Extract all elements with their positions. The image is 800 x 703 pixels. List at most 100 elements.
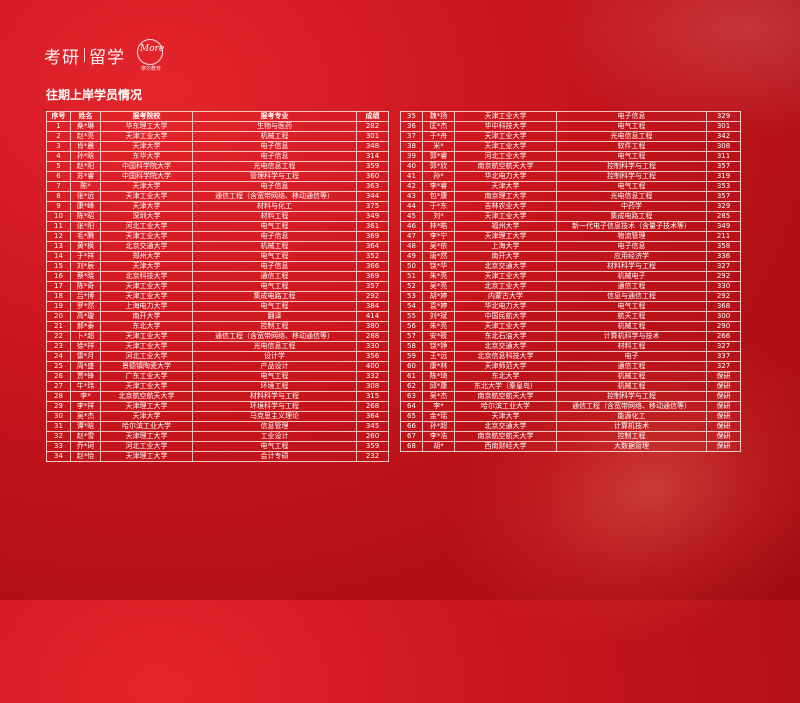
cell-major: 电气工程 (556, 181, 707, 192)
table-row: 15 刘*辰 天津大学 电子信息 366 (46, 261, 389, 272)
cell-major: 设计学 (192, 351, 357, 362)
cell-name: 李*睿 (422, 181, 455, 192)
table-row: 57 安*筱 东北石油大学 计算机科学与技术 266 (400, 331, 741, 342)
logo-mark: More (140, 44, 165, 54)
cell-index: 33 (46, 441, 71, 452)
cell-school: 天津理工大学 (100, 401, 193, 412)
cell-score: 336 (706, 251, 741, 262)
table-row: 59 王*远 北京信息科技大学 电子 337 (400, 351, 741, 362)
cell-name: 谭*晗 (70, 421, 101, 432)
cell-index: 46 (400, 221, 423, 232)
logo-circle-icon (137, 39, 163, 65)
cell-name: 郭*睿 (422, 151, 455, 162)
cell-score: 292 (706, 291, 741, 302)
cell-index: 55 (400, 311, 423, 322)
cell-school: 北京航空航天大学 (100, 391, 193, 402)
cell-name: 苏*睿 (70, 171, 101, 182)
cell-index: 27 (46, 381, 71, 392)
cell-score: 保研 (706, 391, 741, 402)
cell-name: 牛*玮 (70, 381, 101, 392)
cell-school: 南京航空航天大学 (454, 431, 557, 442)
cell-school: 天津大学 (100, 201, 193, 212)
table-row: 36 匡*杰 华中科技大学 电气工程 301 (400, 121, 741, 132)
table-row: 29 李*祥 天津理工大学 环境科学与工程 268 (46, 401, 389, 412)
cell-index: 40 (400, 161, 423, 172)
cell-score: 332 (356, 371, 389, 382)
cell-index: 34 (46, 451, 71, 462)
cell-school: 天津工业大学 (100, 131, 193, 142)
brand-text-right: 留学 (89, 47, 125, 68)
cell-school: 华北电力大学 (454, 301, 557, 312)
cell-name: 周*盛 (70, 361, 101, 372)
cell-index: 29 (46, 401, 71, 412)
cell-index: 25 (46, 361, 71, 372)
cell-score: 319 (706, 171, 741, 182)
cell-school: 东北大学 (100, 321, 193, 332)
table-row: 45 刘* 天津工业大学 集成电路工程 285 (400, 211, 741, 222)
cell-school: 北京交通大学 (454, 421, 557, 432)
cell-index: 14 (46, 251, 71, 262)
cell-name: 黄*枫 (70, 241, 101, 252)
cell-major: 马克思主义理论 (192, 411, 357, 422)
cell-score: 380 (356, 321, 389, 332)
table-row: 53 胡*婷 内蒙古大学 信息与通信工程 292 (400, 291, 741, 302)
cell-score: 292 (706, 271, 741, 282)
cell-school: 天津工业大学 (454, 131, 557, 142)
brand-header: 考研 留学 More 摩尔教育 (44, 39, 179, 72)
table-row: 67 李*浩 南京航空航天大学 控制工程 保研 (400, 431, 741, 442)
cell-score: 保研 (706, 371, 741, 382)
cell-school: 河北工业大学 (100, 351, 193, 362)
cell-index: 50 (400, 261, 423, 272)
cell-score: 308 (706, 141, 741, 152)
cell-score: 292 (356, 291, 389, 302)
cell-major: 新一代电子信息技术（含量子技术等） (556, 221, 707, 232)
table-row: 10 陈*昭 深圳大学 材料工程 349 (46, 211, 389, 222)
cell-index: 60 (400, 361, 423, 372)
cell-major: 生物与医药 (192, 121, 357, 132)
cell-score: 359 (356, 441, 389, 452)
cell-name: 徐*祥 (70, 341, 101, 352)
table-body-left: 1 桑*琳 华东理工大学 生物与医药 282 2 赵*亮 天津工业大学 机械工程 301 3 肖*晨天… (46, 121, 389, 462)
cell-major: 大数据管理 (556, 441, 707, 452)
cell-major: 通信工程（含宽带网络、移动通信等） (192, 331, 357, 342)
cell-school: 西南财经大学 (454, 441, 557, 452)
cell-name: 张*远 (70, 191, 101, 202)
cell-index: 31 (46, 421, 71, 432)
cell-score: 349 (356, 211, 389, 222)
header-major: 报考专业 (192, 111, 357, 122)
table-row: 39 郭*睿 河北工业大学 电气工程 311 (400, 151, 741, 162)
cell-index: 26 (46, 371, 71, 382)
cell-index: 24 (46, 351, 71, 362)
cell-school: 北京科技大学 (100, 271, 193, 282)
cell-school: 中国民航大学 (454, 311, 557, 322)
cell-index: 65 (400, 411, 423, 422)
cell-index: 18 (46, 291, 71, 302)
cell-score: 330 (706, 281, 741, 292)
cell-name: 桑*琳 (70, 121, 101, 132)
table-row: 28 李* 北京航空航天大学 材料科学与工程 315 (46, 391, 389, 402)
table-row: 4 孙*晗 东华大学 电子信息 314 (46, 151, 389, 162)
cell-name: 唐*然 (422, 251, 455, 262)
cell-major: 通信工程（含宽带网络、移动通信等） (556, 401, 707, 412)
cell-index: 59 (400, 351, 423, 362)
table-row: 30 吴*杰 天津大学 马克思主义理论 364 (46, 411, 389, 422)
cell-major: 电气工程 (556, 301, 707, 312)
cell-name: 肖*晨 (70, 141, 101, 152)
cell-index: 13 (46, 241, 71, 252)
cell-name: 吴*亮 (422, 281, 455, 292)
cell-index: 10 (46, 211, 71, 222)
table-row: 65 金*瑶 天津大学 能源化工 保研 (400, 411, 741, 422)
cell-index: 47 (400, 231, 423, 242)
cell-school: 上海电力大学 (100, 301, 193, 312)
cell-major: 材料科学与工程 (556, 261, 707, 272)
cell-school: 河北工业大学 (100, 441, 193, 452)
table-row: 50 饶*华 北京交通大学 材料科学与工程 327 (400, 261, 741, 272)
cell-score: 363 (356, 181, 389, 192)
cell-score: 352 (356, 251, 389, 262)
cell-index: 62 (400, 381, 423, 392)
cell-score: 301 (706, 121, 741, 132)
cell-school: 天津大学 (100, 261, 193, 272)
cell-index: 20 (46, 311, 71, 322)
cell-score: 330 (356, 341, 389, 352)
cell-school: 福州大学 (454, 221, 557, 232)
